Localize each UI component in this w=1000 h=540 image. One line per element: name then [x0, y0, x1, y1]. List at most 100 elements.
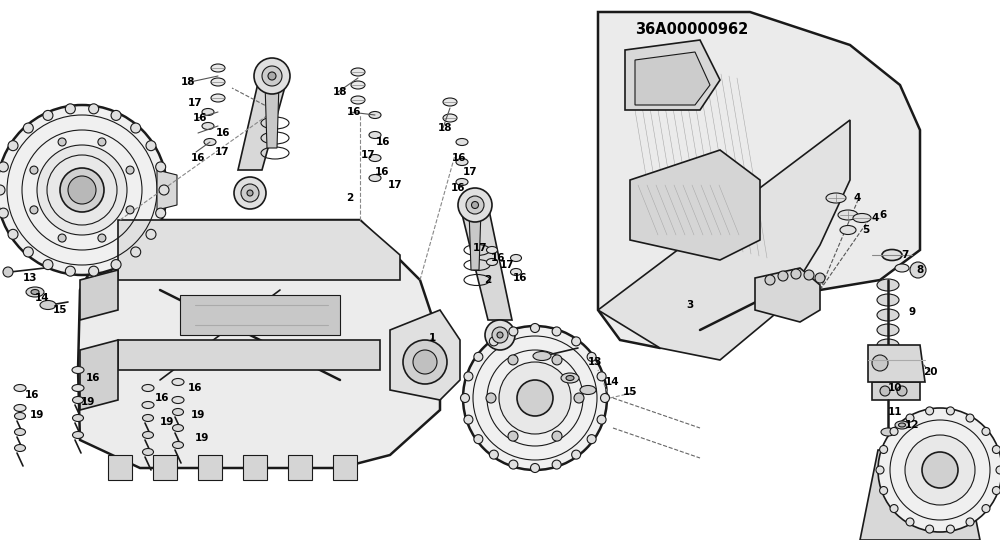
- Ellipse shape: [369, 154, 381, 161]
- Text: 17: 17: [188, 98, 202, 108]
- Circle shape: [156, 208, 166, 218]
- Text: 20: 20: [923, 367, 937, 377]
- Ellipse shape: [456, 159, 468, 165]
- Text: 5: 5: [862, 225, 870, 235]
- Ellipse shape: [580, 386, 596, 395]
- Circle shape: [572, 450, 581, 459]
- Circle shape: [572, 337, 581, 346]
- Text: 8: 8: [916, 265, 924, 275]
- Ellipse shape: [456, 179, 468, 186]
- Circle shape: [460, 394, 470, 402]
- Text: 9: 9: [908, 307, 916, 317]
- Circle shape: [946, 525, 954, 533]
- Circle shape: [474, 435, 483, 444]
- Circle shape: [597, 415, 606, 424]
- Ellipse shape: [369, 111, 381, 118]
- Circle shape: [472, 201, 479, 208]
- Ellipse shape: [211, 94, 225, 102]
- Ellipse shape: [877, 279, 899, 291]
- Ellipse shape: [895, 421, 909, 429]
- Polygon shape: [868, 345, 925, 382]
- Circle shape: [247, 190, 253, 196]
- Circle shape: [58, 234, 66, 242]
- Ellipse shape: [443, 114, 457, 122]
- Text: 16: 16: [216, 128, 230, 138]
- Ellipse shape: [14, 444, 26, 451]
- Polygon shape: [118, 340, 380, 370]
- Text: 19: 19: [81, 397, 95, 407]
- Ellipse shape: [211, 78, 225, 86]
- Circle shape: [37, 145, 127, 235]
- Circle shape: [509, 460, 518, 469]
- Circle shape: [65, 266, 75, 276]
- Circle shape: [499, 362, 571, 434]
- Circle shape: [126, 166, 134, 174]
- Ellipse shape: [533, 352, 551, 361]
- Circle shape: [996, 466, 1000, 474]
- Circle shape: [0, 185, 5, 195]
- Text: 13: 13: [588, 357, 602, 367]
- Text: 1: 1: [428, 333, 436, 343]
- Polygon shape: [461, 210, 512, 320]
- Ellipse shape: [369, 174, 381, 181]
- Polygon shape: [872, 382, 920, 400]
- Circle shape: [489, 450, 498, 459]
- Ellipse shape: [443, 98, 457, 106]
- Circle shape: [89, 266, 99, 276]
- Ellipse shape: [172, 396, 184, 403]
- Circle shape: [489, 337, 498, 346]
- Text: 16: 16: [452, 153, 466, 163]
- Ellipse shape: [72, 384, 84, 391]
- Circle shape: [241, 184, 259, 202]
- Text: 16: 16: [188, 383, 202, 393]
- Ellipse shape: [486, 246, 498, 253]
- Circle shape: [597, 372, 606, 381]
- Text: 17: 17: [215, 147, 229, 157]
- Ellipse shape: [14, 429, 26, 435]
- Text: 6: 6: [879, 210, 887, 220]
- Polygon shape: [180, 295, 340, 335]
- Circle shape: [254, 58, 290, 94]
- Text: 16: 16: [376, 137, 390, 147]
- Circle shape: [906, 518, 914, 526]
- Polygon shape: [153, 455, 177, 480]
- Circle shape: [43, 110, 53, 120]
- Ellipse shape: [566, 375, 574, 381]
- Ellipse shape: [143, 431, 154, 438]
- Circle shape: [509, 327, 518, 336]
- Text: 16: 16: [155, 393, 169, 403]
- Circle shape: [517, 380, 553, 416]
- Circle shape: [966, 518, 974, 526]
- Circle shape: [98, 138, 106, 146]
- Text: 17: 17: [500, 260, 514, 270]
- Text: 16: 16: [513, 273, 527, 283]
- Circle shape: [466, 196, 484, 214]
- Circle shape: [486, 393, 496, 403]
- Ellipse shape: [511, 254, 522, 261]
- Circle shape: [910, 262, 926, 278]
- Circle shape: [552, 327, 561, 336]
- Ellipse shape: [142, 384, 154, 391]
- Polygon shape: [238, 83, 286, 170]
- Text: 2: 2: [346, 193, 354, 203]
- Ellipse shape: [351, 96, 365, 104]
- Polygon shape: [598, 120, 850, 360]
- Circle shape: [765, 275, 775, 285]
- Polygon shape: [598, 12, 920, 348]
- Circle shape: [0, 208, 8, 218]
- Circle shape: [60, 168, 104, 212]
- Polygon shape: [630, 150, 760, 260]
- Ellipse shape: [40, 300, 56, 309]
- Circle shape: [982, 504, 990, 512]
- Text: 16: 16: [193, 113, 207, 123]
- Ellipse shape: [840, 226, 856, 234]
- Text: 16: 16: [191, 153, 205, 163]
- Ellipse shape: [72, 431, 84, 438]
- Text: 14: 14: [35, 293, 49, 303]
- Polygon shape: [80, 340, 118, 410]
- Text: 16: 16: [86, 373, 100, 383]
- Circle shape: [897, 386, 907, 396]
- Circle shape: [30, 206, 38, 214]
- Ellipse shape: [204, 138, 216, 145]
- Text: 2: 2: [484, 275, 492, 285]
